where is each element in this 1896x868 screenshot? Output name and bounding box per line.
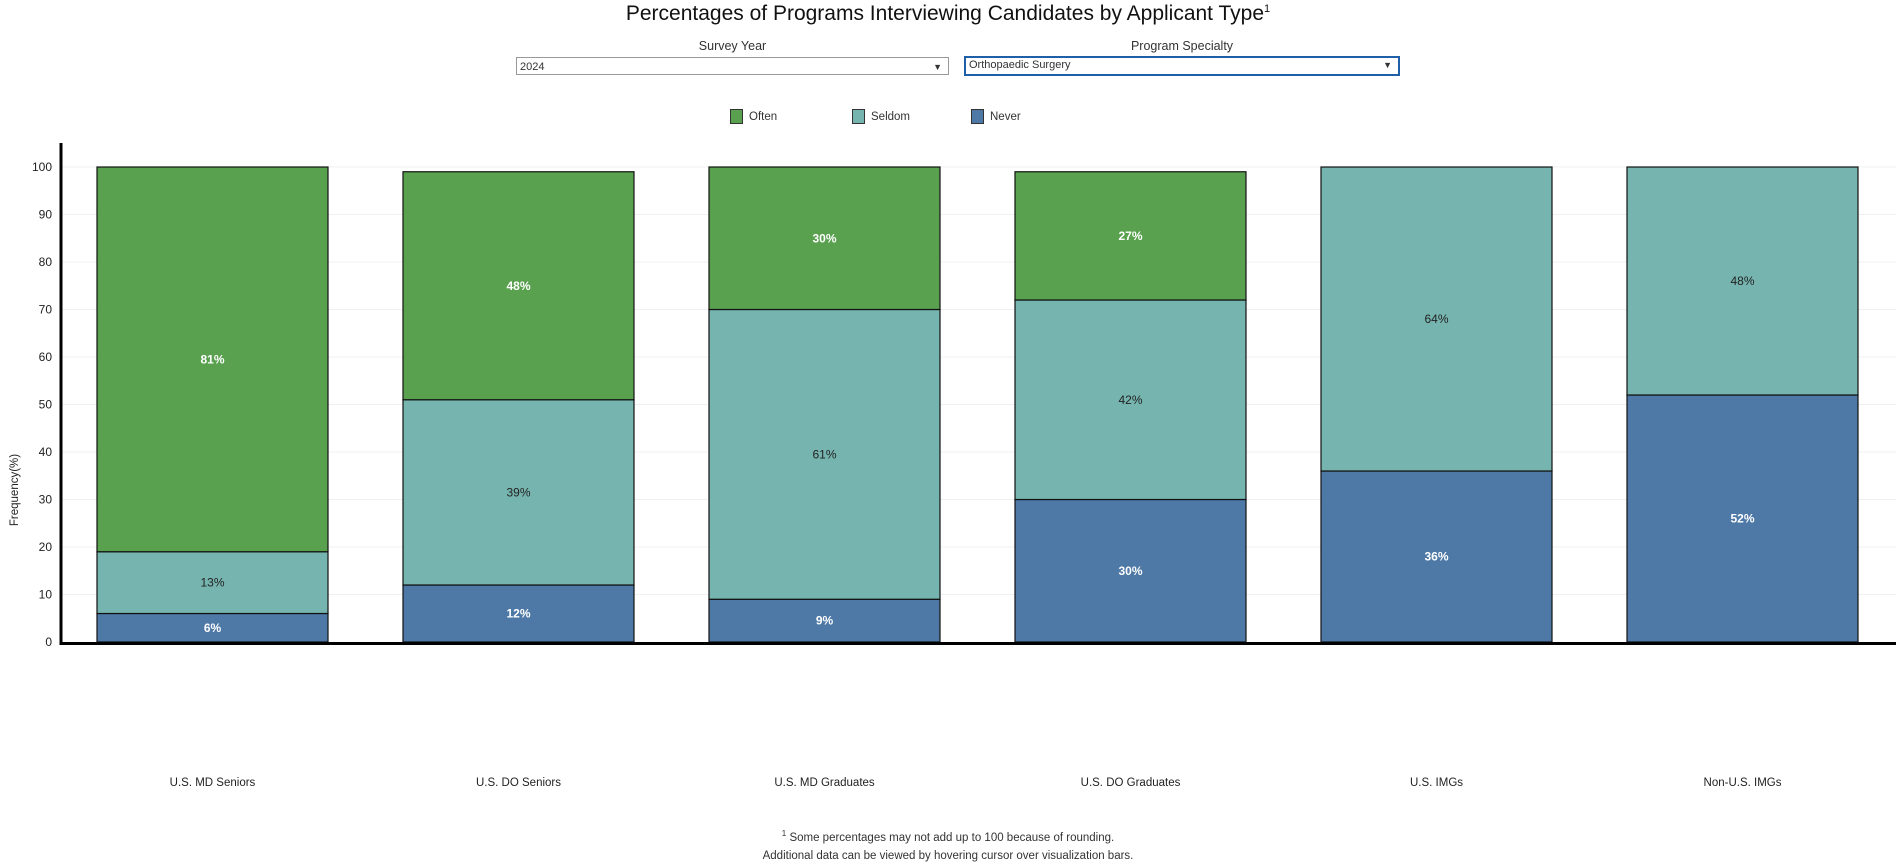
data-label: 30% bbox=[812, 231, 836, 245]
program-specialty-label: Program Specialty bbox=[1130, 39, 1234, 53]
chart-title: Percentages of Programs Interviewing Can… bbox=[625, 2, 1271, 25]
bar-segment-never[interactable] bbox=[1626, 394, 1859, 643]
x-tick-label: Non-U.S. IMGs bbox=[1704, 777, 1782, 789]
data-label: 30% bbox=[1118, 564, 1142, 578]
bar-segment-often[interactable] bbox=[96, 166, 329, 553]
x-tick-label: U.S. MD Graduates bbox=[774, 777, 875, 789]
data-label: 13% bbox=[200, 576, 224, 590]
bar-segment-seldom[interactable] bbox=[1320, 166, 1553, 472]
bar-segment-seldom[interactable] bbox=[96, 551, 329, 615]
legend-item-often[interactable]: Often bbox=[730, 109, 777, 124]
survey-year-value: 2024 bbox=[520, 61, 545, 73]
legend-label: Often bbox=[749, 110, 778, 123]
program-specialty-dropdown[interactable]: Orthopaedic Surgery ▼ bbox=[964, 56, 1400, 76]
legend-label: Seldom bbox=[871, 110, 910, 123]
data-label: 52% bbox=[1730, 512, 1754, 526]
y-tick-label: 40 bbox=[39, 445, 53, 459]
legend-item-seldom[interactable]: Seldom bbox=[852, 109, 910, 124]
y-tick-label: 50 bbox=[39, 398, 53, 412]
data-label: 27% bbox=[1118, 229, 1142, 243]
bar-segment-often[interactable] bbox=[402, 171, 635, 401]
y-tick-label: 10 bbox=[39, 588, 53, 602]
data-label: 6% bbox=[204, 621, 222, 635]
y-tick-label: 30 bbox=[39, 493, 53, 507]
bar-segment-seldom[interactable] bbox=[708, 308, 941, 600]
y-tick-label: 60 bbox=[39, 350, 53, 364]
data-label: 12% bbox=[506, 607, 530, 621]
legend-label: Never bbox=[990, 110, 1021, 123]
bar-segment-never[interactable] bbox=[96, 612, 329, 643]
legend-swatch bbox=[852, 109, 865, 124]
footnote-line-1: 1 Some percentages may not add up to 100… bbox=[781, 829, 1115, 844]
bar-segment-often[interactable] bbox=[708, 166, 941, 311]
bar-segment-never[interactable] bbox=[708, 598, 941, 643]
footnote-line-2: Additional data can be viewed by hoverin… bbox=[762, 849, 1134, 862]
data-label: 64% bbox=[1424, 312, 1448, 326]
data-label: 48% bbox=[1730, 274, 1754, 288]
y-tick-label: 0 bbox=[45, 635, 52, 649]
x-tick-label: U.S. DO Seniors bbox=[476, 777, 561, 789]
y-tick-label: 70 bbox=[39, 303, 53, 317]
bar-segment-seldom[interactable] bbox=[402, 399, 635, 586]
data-label: 39% bbox=[506, 485, 530, 499]
legend-swatch bbox=[730, 109, 743, 124]
x-tick-label: U.S. DO Graduates bbox=[1081, 777, 1181, 789]
bar-segment-seldom[interactable] bbox=[1626, 166, 1859, 396]
legend-swatch bbox=[971, 109, 984, 124]
survey-year-label: Survey Year bbox=[698, 39, 767, 53]
bar-segment-never[interactable] bbox=[1320, 470, 1553, 643]
footnote: 1 Some percentages may not add up to 100… bbox=[0, 825, 1896, 865]
dropdown-arrow-icon: ▼ bbox=[1383, 60, 1392, 70]
legend-item-never[interactable]: Never bbox=[971, 109, 1021, 124]
survey-year-dropdown[interactable]: 2024 ▼ bbox=[516, 57, 949, 75]
program-specialty-value: Orthopaedic Surgery bbox=[969, 59, 1071, 71]
data-label: 42% bbox=[1118, 393, 1142, 407]
y-tick-label: 90 bbox=[39, 208, 53, 222]
y-tick-label: 100 bbox=[32, 160, 52, 174]
x-tick-label: U.S. MD Seniors bbox=[170, 777, 256, 789]
stacked-bar-chart: 0 10 20 30 40 50 60 70 80 90 100 Frequency(%) 6% 13% 8… bbox=[9, 143, 1896, 789]
data-label: 9% bbox=[816, 614, 834, 628]
data-label: 61% bbox=[812, 447, 836, 461]
bar-segment-seldom[interactable] bbox=[1014, 299, 1247, 501]
y-axis-title: Frequency(%) bbox=[9, 454, 21, 526]
bar-segment-never[interactable] bbox=[1014, 498, 1247, 643]
data-label: 36% bbox=[1424, 550, 1448, 564]
dropdown-arrow-icon: ▼ bbox=[933, 62, 942, 72]
bar-segment-often[interactable] bbox=[1014, 171, 1247, 301]
data-label: 48% bbox=[506, 279, 530, 293]
data-label: 81% bbox=[200, 352, 224, 366]
y-tick-label: 20 bbox=[39, 540, 53, 554]
x-tick-label: U.S. IMGs bbox=[1410, 777, 1463, 789]
y-tick-label: 80 bbox=[39, 255, 53, 269]
